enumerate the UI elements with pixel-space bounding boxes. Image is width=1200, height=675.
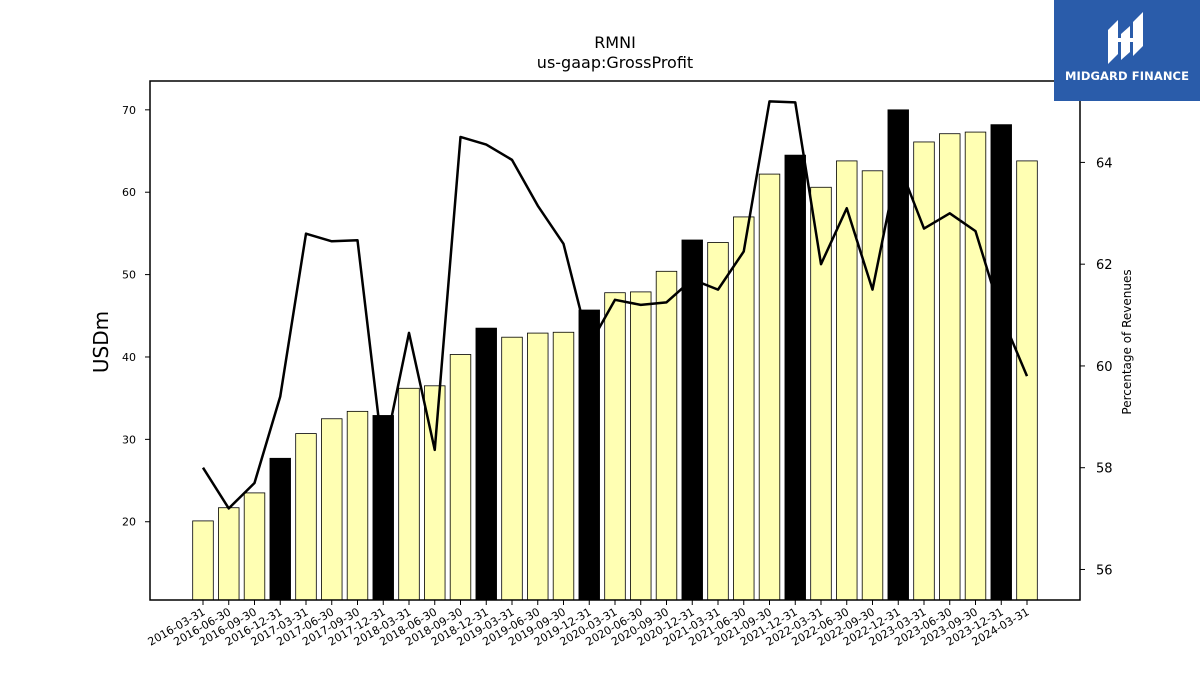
bar bbox=[707, 242, 729, 601]
y2-tick-label: 58 bbox=[1096, 462, 1113, 477]
y2-tick-label: 64 bbox=[1096, 156, 1113, 171]
bar bbox=[578, 309, 600, 601]
bar bbox=[758, 173, 781, 601]
y-tick-label: 60 bbox=[122, 186, 136, 199]
bar bbox=[784, 154, 806, 601]
bar bbox=[861, 170, 884, 601]
logo: MIDGARD FINANCE bbox=[1054, 0, 1200, 101]
logo-text: MIDGARD FINANCE bbox=[1064, 69, 1190, 83]
y2-tick-label: 62 bbox=[1096, 258, 1113, 273]
chart-title: RMNI bbox=[594, 33, 636, 52]
y2-axis-label: Percentage of Revenues bbox=[1120, 269, 1134, 414]
y-tick-label: 50 bbox=[122, 269, 136, 282]
bar bbox=[321, 418, 343, 601]
chart-subtitle: us-gaap:GrossProfit bbox=[537, 53, 693, 72]
x-axis: 2016-03-312016-06-302016-09-302016-12-31… bbox=[146, 600, 1032, 649]
line-series bbox=[201, 100, 1029, 510]
bar bbox=[475, 327, 497, 601]
bar bbox=[269, 457, 291, 601]
bar bbox=[964, 131, 987, 601]
y-tick-label: 70 bbox=[122, 104, 136, 117]
bar bbox=[681, 239, 703, 601]
logo-mark-icon bbox=[1108, 12, 1143, 64]
bar bbox=[501, 336, 523, 601]
bar bbox=[733, 216, 755, 601]
y-axis-right: 56 58 60 62 64 bbox=[1080, 156, 1113, 578]
y2-tick-label: 56 bbox=[1096, 563, 1113, 578]
bar bbox=[939, 133, 961, 601]
y-axis-label: USDm bbox=[89, 311, 113, 373]
bar bbox=[552, 331, 575, 601]
bar-series bbox=[192, 109, 1038, 601]
y2-tick-label: 60 bbox=[1096, 360, 1113, 375]
bar bbox=[398, 387, 420, 601]
bar bbox=[1016, 160, 1038, 601]
bar bbox=[243, 492, 266, 601]
bar bbox=[990, 124, 1012, 601]
bar bbox=[630, 291, 652, 601]
bar bbox=[449, 354, 472, 601]
bar bbox=[655, 270, 678, 601]
y-axis-left: 20 30 40 50 60 70 bbox=[122, 104, 150, 529]
bar bbox=[346, 410, 369, 601]
bar bbox=[192, 520, 214, 601]
y-tick-label: 30 bbox=[122, 433, 136, 446]
bar bbox=[372, 415, 394, 601]
margin-line bbox=[201, 100, 1029, 510]
bar bbox=[295, 433, 317, 601]
bar bbox=[604, 292, 626, 601]
bar bbox=[527, 332, 549, 601]
y-tick-label: 40 bbox=[122, 351, 136, 364]
y-tick-label: 20 bbox=[122, 516, 136, 529]
bar bbox=[218, 507, 240, 601]
